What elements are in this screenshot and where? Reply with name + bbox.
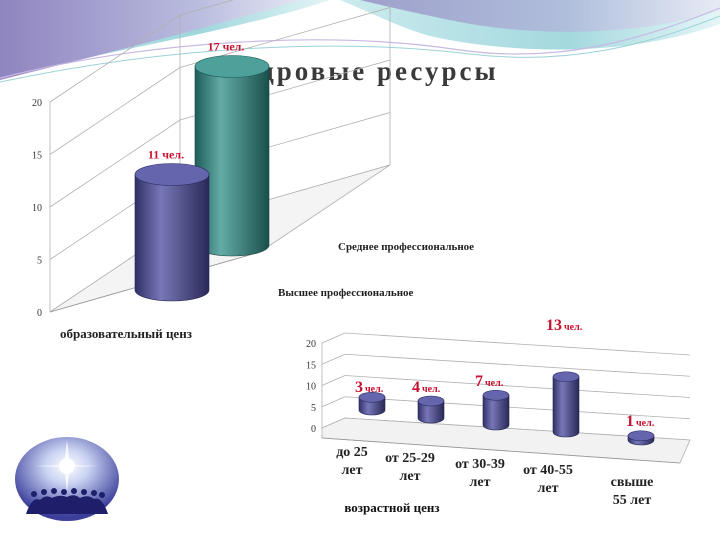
category-label: лет bbox=[342, 463, 363, 478]
data-label-unit: чел. bbox=[365, 384, 384, 395]
grid-line-side bbox=[321, 332, 346, 344]
data-label-number: 4 bbox=[412, 379, 420, 396]
bar bbox=[627, 430, 655, 446]
grid-line-left bbox=[49, 14, 181, 103]
data-label-number: 3 bbox=[355, 379, 363, 396]
grid-line-side bbox=[321, 353, 346, 365]
data-label-number: 13 bbox=[546, 317, 562, 334]
category-label: от 30-39 bbox=[455, 457, 505, 472]
grid-line-back bbox=[179, 0, 234, 16]
data-label-number: 7 bbox=[475, 373, 483, 390]
bar-body bbox=[134, 174, 210, 302]
grid-line bbox=[344, 375, 691, 398]
y-tick-label: 5 bbox=[311, 403, 316, 414]
data-label-unit: чел. bbox=[422, 384, 441, 395]
x-axis-title: возрастной ценз bbox=[344, 500, 439, 515]
y-tick-label: 5 bbox=[37, 256, 42, 267]
bar bbox=[552, 371, 580, 438]
grid-line-left bbox=[49, 119, 181, 208]
grid-line-side bbox=[321, 375, 346, 386]
data-label: 11 чел. bbox=[148, 148, 184, 162]
grid-line bbox=[344, 332, 691, 356]
category-label: лет bbox=[470, 475, 491, 490]
data-label-unit: чел. bbox=[564, 322, 583, 333]
category-label: лет bbox=[400, 469, 421, 484]
bar bbox=[417, 395, 445, 424]
category-label: свыше bbox=[611, 475, 654, 490]
bar bbox=[134, 163, 210, 302]
y-tick-label: 0 bbox=[311, 424, 316, 435]
bar-top bbox=[417, 395, 445, 407]
bar-top bbox=[134, 163, 210, 186]
category-label: до 25 bbox=[336, 445, 368, 460]
grid-line bbox=[344, 396, 691, 420]
bar-body bbox=[417, 400, 445, 424]
data-label: 3 чел. bbox=[355, 379, 384, 396]
y-tick-label: 15 bbox=[306, 360, 316, 371]
data-label: 4 чел. bbox=[412, 379, 441, 396]
category-label: лет bbox=[538, 481, 559, 496]
data-label-number: 1 bbox=[626, 413, 634, 430]
grid-line-side bbox=[321, 396, 346, 408]
x-axis-title: образовательный ценз bbox=[60, 326, 192, 341]
data-label: 13 чел. bbox=[546, 317, 583, 334]
category-label: от 25-29 bbox=[385, 451, 435, 466]
category-label: от 40-55 bbox=[523, 463, 573, 478]
data-label-unit: чел. bbox=[636, 418, 655, 429]
bar-top bbox=[482, 389, 510, 401]
y-tick-label: 10 bbox=[32, 203, 42, 214]
category-label: Среднее профессиональное bbox=[338, 241, 474, 253]
bar bbox=[482, 389, 510, 431]
bar-body bbox=[552, 376, 580, 438]
data-label: 1 чел. bbox=[626, 413, 655, 430]
bar-top bbox=[552, 371, 580, 383]
data-label: 7 чел. bbox=[475, 373, 504, 390]
bar-body bbox=[482, 394, 510, 431]
category-label: 55 лет bbox=[613, 493, 652, 508]
data-label-unit: чел. bbox=[485, 378, 504, 389]
grid-line bbox=[344, 353, 691, 377]
grid-line-left bbox=[49, 67, 181, 155]
x-axis bbox=[321, 437, 681, 464]
y-tick-label: 10 bbox=[306, 382, 316, 393]
data-label: 17 чел. bbox=[208, 40, 245, 54]
y-tick-label: 20 bbox=[306, 339, 316, 350]
people-glow-logo-icon bbox=[15, 437, 119, 521]
decorative-wave-header bbox=[0, 0, 720, 83]
bar-top bbox=[627, 430, 655, 442]
bar-top bbox=[194, 55, 270, 78]
chart-floor bbox=[321, 417, 691, 464]
y-tick-label: 0 bbox=[37, 308, 42, 319]
bar bbox=[358, 391, 386, 416]
category-label: Высшее профессиональное bbox=[278, 287, 414, 299]
y-tick-label: 15 bbox=[32, 151, 42, 162]
bar-top bbox=[358, 391, 386, 403]
y-tick-label: 20 bbox=[32, 98, 42, 109]
